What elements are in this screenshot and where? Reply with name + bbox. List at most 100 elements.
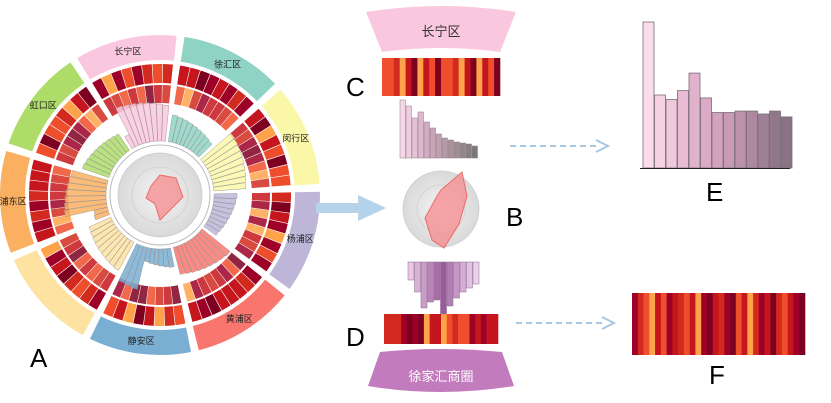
heat-cell [735,293,742,355]
district-segment[interactable] [77,35,177,80]
heat-cell [781,293,788,355]
district-segment[interactable] [261,89,320,186]
bar [734,110,747,169]
heat-cell [250,253,272,272]
heat-cell [72,121,92,140]
heat-cell [52,214,72,227]
radial-bar [210,163,246,180]
radial-bar [118,243,141,284]
heat-cell [112,277,127,298]
district-segment[interactable] [8,62,85,152]
bar [466,261,473,289]
bar [471,145,478,159]
bar [642,21,655,169]
heat-cell [54,221,75,235]
radial-bar [210,209,231,220]
heat-cell [429,58,436,96]
heat-cell [141,64,153,85]
radial-bar [213,197,237,205]
heat-cell [270,201,291,213]
heat-cell [50,182,69,192]
heat-cell [689,293,696,355]
heat-cell [764,293,771,355]
heat-cell [241,144,262,160]
district-segment[interactable] [180,36,276,102]
radial-bar [182,125,198,149]
radial-bar [100,232,125,258]
heat-cell [683,293,690,355]
heat-cell [384,314,390,344]
district-segment[interactable] [192,279,285,351]
heat-cell [423,314,430,344]
heat-cell [712,293,719,355]
detail-column: 长宁区 徐家汇商圈 [366,6,516,392]
heat-cell [458,58,465,96]
radial-bar [124,134,136,150]
radial-bar [115,105,140,148]
radar-shape-b [424,171,468,249]
radial-bar [122,103,143,146]
radial-bar [203,223,219,236]
radial-bar [92,223,117,243]
heat-cell [464,58,471,96]
heat-cell [486,314,493,344]
radial-bar [124,244,144,287]
heat-cell [632,293,639,355]
heat-cell [99,271,116,292]
bottom-segment-label: 徐家汇商圈 [408,369,473,385]
heat-cell [229,122,249,140]
bar [423,121,430,159]
panel-label-f: F [709,360,725,390]
radial-bar [212,201,235,210]
heat-cell [655,293,662,355]
radial-bar [66,182,107,192]
heat-cell [793,293,800,355]
bar [435,133,442,159]
heat-cell [170,285,182,305]
heat-cell [49,115,71,135]
panel-label-b: B [506,202,523,232]
radial-bar [171,116,184,144]
heat-cell [268,164,290,178]
bar [440,261,447,315]
radial-bar [183,241,204,272]
heat-cell [144,85,155,104]
heat-cell [494,58,501,96]
heat-cell [44,124,66,143]
district-segment[interactable] [89,316,192,355]
bar [447,139,454,159]
heat-cell [435,58,442,96]
radial-bar [94,226,120,248]
district-label: 徐汇区 [214,58,241,70]
heat-cell [73,251,93,270]
bar [414,261,421,293]
radial-bar [93,210,110,221]
radial-bar [144,247,152,263]
heat-cell [101,73,118,95]
district-segment[interactable] [13,249,95,336]
heat-cell [121,67,136,89]
bar [654,94,666,169]
heat-cell [724,293,731,355]
radial-bar [211,169,247,184]
heat-cell [204,293,222,316]
heat-cell [55,107,77,127]
radial-bar [65,189,107,197]
heat-cell [244,152,265,167]
bar-chart-e [640,21,793,169]
heat-cell [214,106,233,126]
heat-cell [228,278,248,299]
heat-cell [92,267,110,287]
heat-cell [475,314,482,344]
radial-bar [82,163,111,178]
bar [433,261,441,301]
district-segment[interactable] [269,191,320,289]
radial-bar [176,244,192,275]
heat-cell [423,58,430,96]
heat-cell [395,314,402,344]
heat-cell [695,293,702,355]
bar [441,137,448,159]
radial-bar [168,114,179,143]
district-segment[interactable] [0,150,35,253]
